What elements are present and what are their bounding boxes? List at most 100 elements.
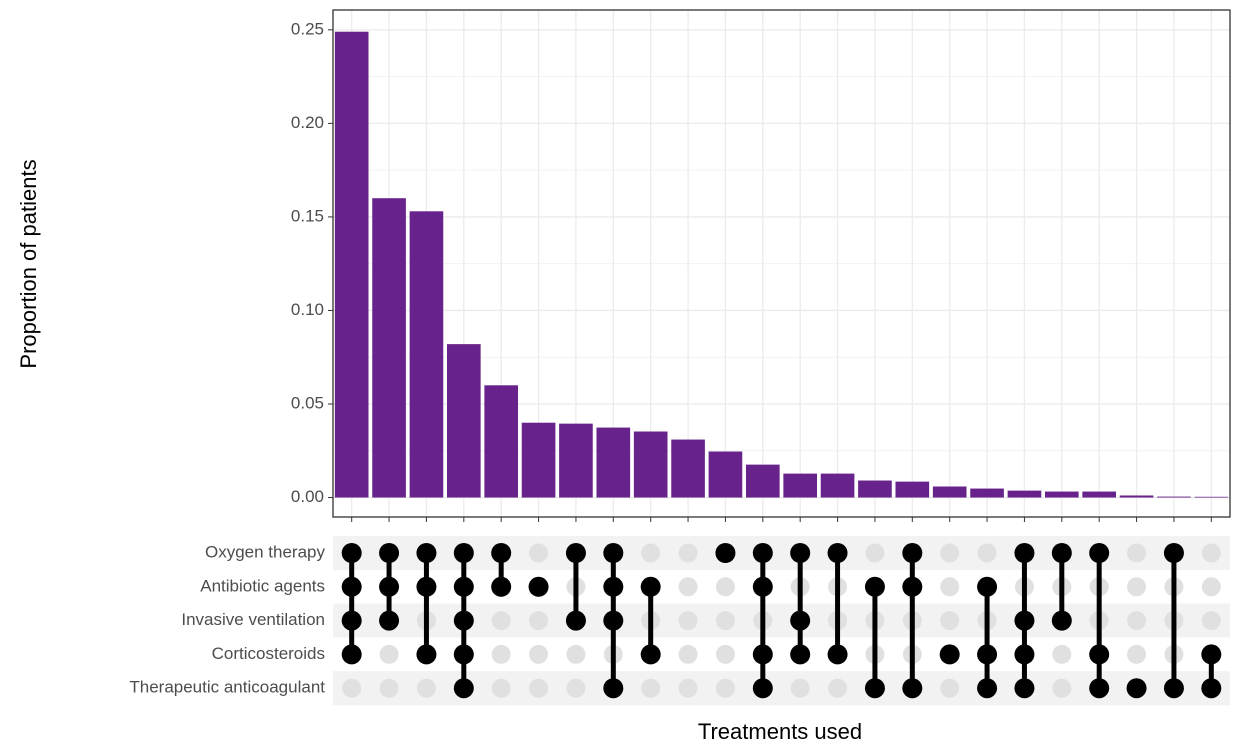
member-dot (341, 610, 362, 631)
y-tick-label: 0.15 (291, 206, 324, 225)
bar (446, 344, 481, 498)
member-dot (1014, 610, 1035, 631)
empty-dot (715, 577, 735, 597)
x-axis-title: Treatments used (698, 719, 862, 744)
empty-dot (790, 678, 810, 698)
bar (1157, 496, 1191, 498)
member-dot (752, 644, 773, 665)
set-label: Antibiotic agents (200, 576, 325, 595)
bar (708, 451, 743, 498)
member-dot (491, 576, 512, 597)
bar (1007, 490, 1042, 498)
empty-dot (566, 678, 586, 698)
matrix-row-band (333, 671, 1230, 706)
member-dot (1201, 678, 1222, 699)
empty-dot (529, 543, 549, 563)
empty-dot (1127, 644, 1147, 664)
member-dot (1163, 543, 1184, 563)
empty-dot (566, 644, 586, 664)
member-dot (341, 543, 362, 563)
member-dot (640, 576, 661, 597)
y-tick-label: 0.10 (291, 300, 324, 319)
empty-dot (529, 644, 549, 664)
member-dot (1089, 644, 1110, 665)
bar (745, 464, 780, 498)
member-dot (752, 678, 773, 699)
member-dot (827, 644, 848, 665)
empty-dot (1201, 543, 1221, 563)
member-dot (1163, 678, 1184, 699)
set-label: Therapeutic anticoagulant (129, 678, 325, 697)
member-dot (1014, 644, 1035, 665)
empty-dot (1127, 543, 1147, 563)
member-dot (1126, 678, 1147, 699)
member-dot (603, 610, 624, 631)
member-dot (379, 610, 400, 631)
empty-dot (715, 611, 735, 631)
member-dot (379, 543, 400, 563)
empty-dot (529, 611, 549, 631)
bar (1194, 496, 1229, 498)
empty-dot (379, 678, 399, 698)
y-tick-label: 0.00 (291, 487, 324, 506)
bar (1082, 491, 1117, 498)
member-dot (453, 678, 474, 699)
empty-dot (1127, 577, 1147, 597)
empty-dot (342, 678, 362, 698)
bar (858, 480, 892, 498)
member-dot (416, 644, 437, 665)
y-axis-title: Proportion of patients (16, 159, 41, 368)
bar (1119, 495, 1154, 498)
empty-dot (491, 678, 511, 698)
empty-dot (379, 644, 399, 664)
member-dot (603, 543, 624, 563)
empty-dot (641, 543, 661, 563)
y-tick-label: 0.25 (291, 19, 324, 38)
member-dot (864, 576, 885, 597)
empty-dot (940, 543, 960, 563)
member-dot (565, 610, 586, 631)
empty-dot (678, 644, 698, 664)
member-dot (1089, 543, 1110, 563)
bar (559, 423, 593, 498)
member-dot (977, 644, 998, 665)
member-dot (977, 678, 998, 699)
set-label: Corticosteroids (212, 644, 325, 663)
set-label: Oxygen therapy (205, 542, 326, 561)
member-dot (977, 576, 998, 597)
bar (633, 431, 668, 498)
member-dot (864, 678, 885, 699)
empty-dot (1127, 611, 1147, 631)
empty-dot (1052, 678, 1072, 698)
member-dot (528, 576, 549, 597)
empty-dot (828, 678, 848, 698)
empty-dot (940, 611, 960, 631)
member-dot (1014, 543, 1035, 563)
empty-dot (491, 644, 511, 664)
empty-dot (1052, 644, 1072, 664)
member-dot (603, 678, 624, 699)
bar (820, 473, 855, 498)
bar (596, 427, 631, 498)
empty-dot (1201, 577, 1221, 597)
y-tick-label: 0.05 (291, 393, 324, 412)
member-dot (902, 576, 923, 597)
member-dot (341, 644, 362, 665)
bar (372, 198, 406, 498)
member-dot (790, 610, 811, 631)
empty-dot (678, 678, 698, 698)
member-dot (565, 543, 586, 563)
bar (783, 473, 818, 498)
member-dot (715, 543, 736, 563)
y-tick-label: 0.20 (291, 113, 324, 132)
member-dot (790, 644, 811, 665)
bar (932, 486, 967, 498)
empty-dot (529, 678, 549, 698)
member-dot (341, 576, 362, 597)
member-dot (640, 644, 661, 665)
member-dot (416, 543, 437, 563)
member-dot (379, 576, 400, 597)
member-dot (902, 678, 923, 699)
empty-dot (491, 611, 511, 631)
bar (521, 422, 556, 498)
